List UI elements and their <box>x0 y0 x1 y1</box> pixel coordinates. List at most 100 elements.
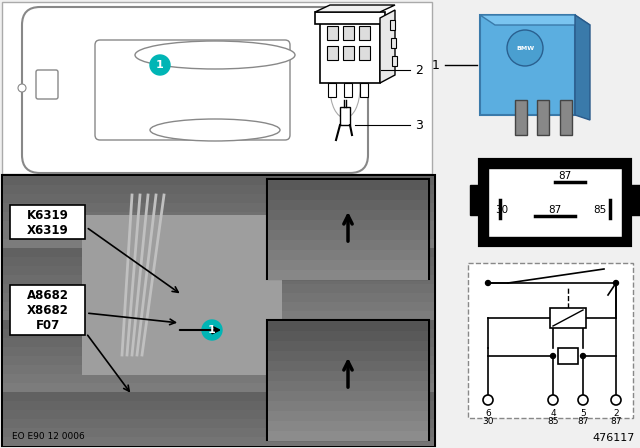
Polygon shape <box>380 10 395 83</box>
Bar <box>10 205 85 239</box>
Text: 1: 1 <box>208 325 216 335</box>
Text: 87: 87 <box>611 417 621 426</box>
Text: 476117: 476117 <box>593 433 635 443</box>
Text: 30: 30 <box>495 205 509 215</box>
Bar <box>359 46 370 60</box>
Text: 1: 1 <box>156 60 164 70</box>
Bar <box>2 175 435 446</box>
Bar <box>268 200 428 210</box>
Bar <box>267 179 429 279</box>
Text: 85: 85 <box>547 417 559 426</box>
Bar <box>3 329 434 338</box>
Bar <box>515 100 527 135</box>
Bar <box>3 401 434 410</box>
Text: 87: 87 <box>548 205 562 215</box>
Polygon shape <box>480 15 590 25</box>
Bar <box>3 302 434 311</box>
Bar <box>268 361 428 371</box>
Bar <box>268 210 428 220</box>
Bar <box>390 20 395 30</box>
Bar <box>343 26 354 40</box>
Bar <box>3 410 434 419</box>
Polygon shape <box>315 5 395 12</box>
Bar <box>359 26 370 40</box>
Bar <box>560 100 572 135</box>
Bar <box>3 365 434 374</box>
Bar <box>480 160 630 245</box>
Text: 1: 1 <box>432 59 440 72</box>
Bar <box>268 230 428 240</box>
Bar <box>344 83 352 97</box>
Circle shape <box>614 280 618 285</box>
Bar <box>3 419 434 428</box>
Bar <box>3 347 434 356</box>
Circle shape <box>486 280 490 285</box>
Circle shape <box>611 395 621 405</box>
Bar <box>488 168 622 237</box>
Bar <box>480 15 575 115</box>
Circle shape <box>578 395 588 405</box>
Text: X6319: X6319 <box>27 224 69 237</box>
Bar <box>3 239 434 248</box>
Text: 2: 2 <box>415 64 423 77</box>
Bar <box>3 338 434 347</box>
Bar <box>268 371 428 381</box>
Circle shape <box>18 84 26 92</box>
Bar <box>2 2 432 174</box>
Circle shape <box>202 320 222 340</box>
Bar <box>10 285 85 335</box>
Bar <box>340 107 350 125</box>
Text: A8682: A8682 <box>27 289 69 302</box>
Bar <box>3 212 434 221</box>
Bar <box>392 56 397 66</box>
Bar <box>327 26 338 40</box>
Bar <box>268 190 428 200</box>
Text: 87: 87 <box>577 417 589 426</box>
Circle shape <box>548 395 558 405</box>
Circle shape <box>580 353 586 358</box>
Bar <box>3 230 434 239</box>
Bar <box>3 194 434 203</box>
Bar <box>268 341 428 351</box>
Ellipse shape <box>330 58 360 118</box>
Bar <box>550 308 586 328</box>
Bar <box>3 383 434 392</box>
Bar <box>3 221 434 230</box>
Bar <box>320 18 380 83</box>
Text: 6: 6 <box>485 409 491 418</box>
Ellipse shape <box>150 119 280 141</box>
Bar <box>268 421 428 431</box>
Bar <box>268 381 428 391</box>
Bar <box>470 185 480 215</box>
Bar <box>391 38 396 48</box>
Bar <box>268 391 428 401</box>
Circle shape <box>550 353 556 358</box>
Bar <box>3 284 434 293</box>
Bar <box>3 374 434 383</box>
Bar <box>3 248 434 257</box>
Bar <box>343 46 354 60</box>
Bar <box>3 320 434 329</box>
Circle shape <box>507 30 543 66</box>
FancyBboxPatch shape <box>95 40 290 140</box>
Bar <box>268 411 428 421</box>
Bar <box>82 215 282 375</box>
Bar <box>268 401 428 411</box>
Circle shape <box>150 55 170 75</box>
Bar <box>268 180 428 190</box>
Bar <box>268 321 428 331</box>
Bar <box>268 331 428 341</box>
Bar <box>3 275 434 284</box>
Polygon shape <box>575 15 590 120</box>
Text: 5: 5 <box>580 409 586 418</box>
Bar <box>537 100 549 135</box>
Text: 3: 3 <box>415 119 423 132</box>
Bar <box>268 260 428 270</box>
Text: 85: 85 <box>593 205 607 215</box>
Text: K6319: K6319 <box>27 208 69 221</box>
FancyBboxPatch shape <box>22 7 368 173</box>
Bar <box>268 240 428 250</box>
Bar <box>268 220 428 230</box>
Bar <box>268 351 428 361</box>
Bar <box>328 83 336 97</box>
